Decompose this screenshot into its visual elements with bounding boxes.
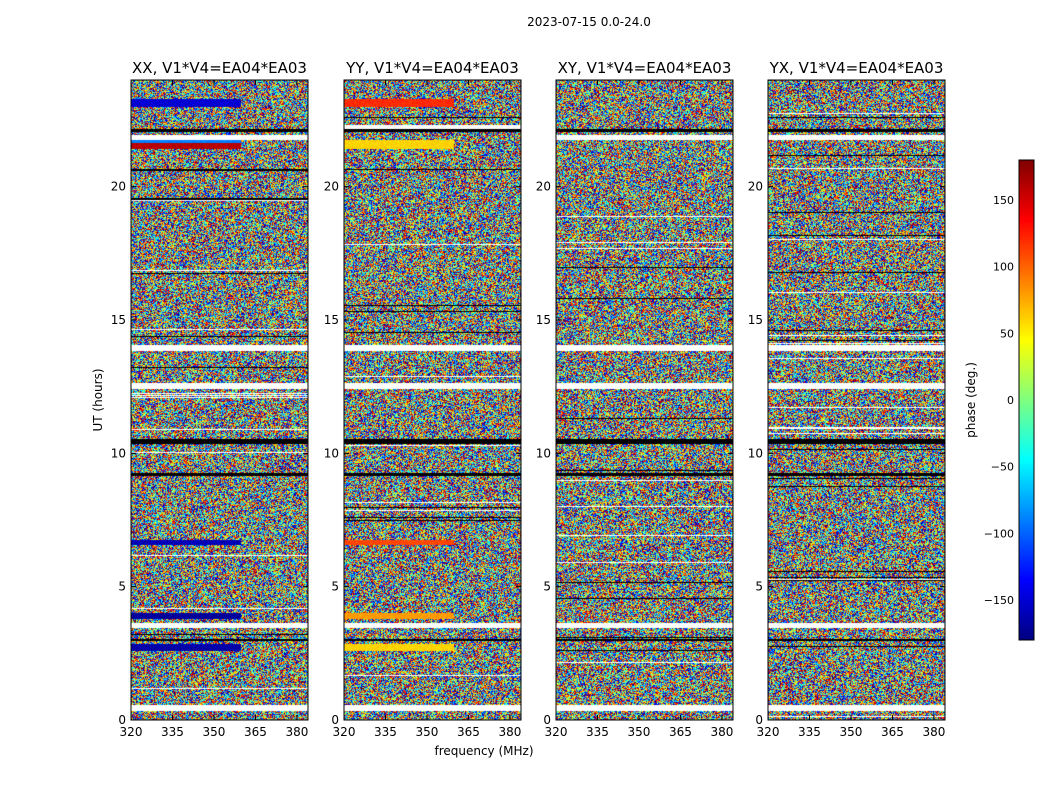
y-tick-label: 20 [748,180,763,194]
x-tick-label: 335 [161,725,184,739]
colorbar-tick-label: −100 [984,527,1014,540]
colorbar-tick-label: 50 [1000,327,1014,340]
colorbar-gradient [1019,160,1034,640]
colorbar-tick-label: −50 [991,461,1014,474]
x-tick-label: 380 [498,725,521,739]
y-tick-label: 0 [755,713,763,727]
x-tick-label: 380 [285,725,308,739]
y-tick-label: 20 [536,180,551,194]
x-tick-label: 365 [669,725,692,739]
y-tick-label: 10 [324,446,339,460]
y-tick-label: 10 [536,446,551,460]
y-tick-label: 0 [543,713,551,727]
heatmap-image [344,80,521,720]
x-tick-label: 320 [545,725,568,739]
heatmap-image [768,80,945,720]
colorbar-tick-label: 150 [993,194,1014,207]
y-axis-label: UT (hours) [91,368,105,431]
heatmap-image [556,80,733,720]
x-axis-label: frequency (MHz) [434,744,533,758]
y-tick-label: 15 [748,313,763,327]
panel-title: XX, V1*V4=EA04*EA03 [132,59,307,77]
axes-frame [555,79,734,721]
colorbar-ticks: 150 100 50 0 −50 −100 −150 [984,194,1034,607]
y-tick-label: 15 [324,313,339,327]
y-tick-label: 0 [118,713,126,727]
figure-title: 2023-07-15 0.0-24.0 [527,15,651,29]
panel-title: YY, V1*V4=EA04*EA03 [345,59,519,77]
colorbar-tick-label: −150 [984,594,1014,607]
y-tick-label: 5 [118,580,126,594]
x-tick-label: 335 [586,725,609,739]
y-tick-label: 15 [111,313,126,327]
x-tick-label: 335 [798,725,821,739]
panel-title: XY, V1*V4=EA04*EA03 [558,59,732,77]
x-tick-label: 380 [922,725,945,739]
panel-1: XX, V1*V4=EA04*EA03 320 335 350 365 380 0 5 10 15… [91,59,309,739]
y-tick-label: 0 [331,713,339,727]
axes-frame [767,79,946,721]
y-tick-label: 20 [324,180,339,194]
x-tick-label: 365 [881,725,904,739]
x-tick-label: 320 [120,725,143,739]
x-tick-label: 365 [457,725,480,739]
y-tick-label: 10 [111,446,126,460]
colorbar-frame [1018,159,1035,641]
colorbar-tick-label: 100 [993,261,1014,274]
heatmap-image [131,80,308,720]
colorbar: 150 100 50 0 −50 −100 −150 phase (deg.) [964,159,1035,641]
x-tick-label: 350 [203,725,226,739]
panel-3: XY, V1*V4=EA04*EA03 320 335 350 365 380 0 5 10 15… [536,59,734,739]
y-tick-label: 5 [543,580,551,594]
colorbar-label: phase (deg.) [964,362,978,438]
y-tick-label: 10 [748,446,763,460]
panel-4: YX, V1*V4=EA04*EA03 320 335 350 365 380 0 5 10 15… [748,59,946,739]
x-tick-label: 380 [710,725,733,739]
x-tick-label: 350 [628,725,651,739]
axes-frame [130,79,309,721]
x-tick-label: 365 [244,725,267,739]
x-tick-label: 320 [333,725,356,739]
panel-2: YY, V1*V4=EA04*EA03 320 335 350 365 380 0 5 10 15… [324,59,534,758]
x-tick-label: 350 [840,725,863,739]
panel-title: YX, V1*V4=EA04*EA03 [769,59,944,77]
y-tick-label: 5 [755,580,763,594]
x-tick-label: 335 [374,725,397,739]
colorbar-tick-label: 0 [1007,394,1014,407]
y-tick-label: 15 [536,313,551,327]
x-tick-label: 350 [416,725,439,739]
y-tick-label: 20 [111,180,126,194]
x-tick-label: 320 [757,725,780,739]
y-tick-label: 5 [331,580,339,594]
axes-frame [343,79,522,721]
panels: XX, V1*V4=EA04*EA03 320 335 350 365 380 0 5 10 15… [91,59,946,758]
